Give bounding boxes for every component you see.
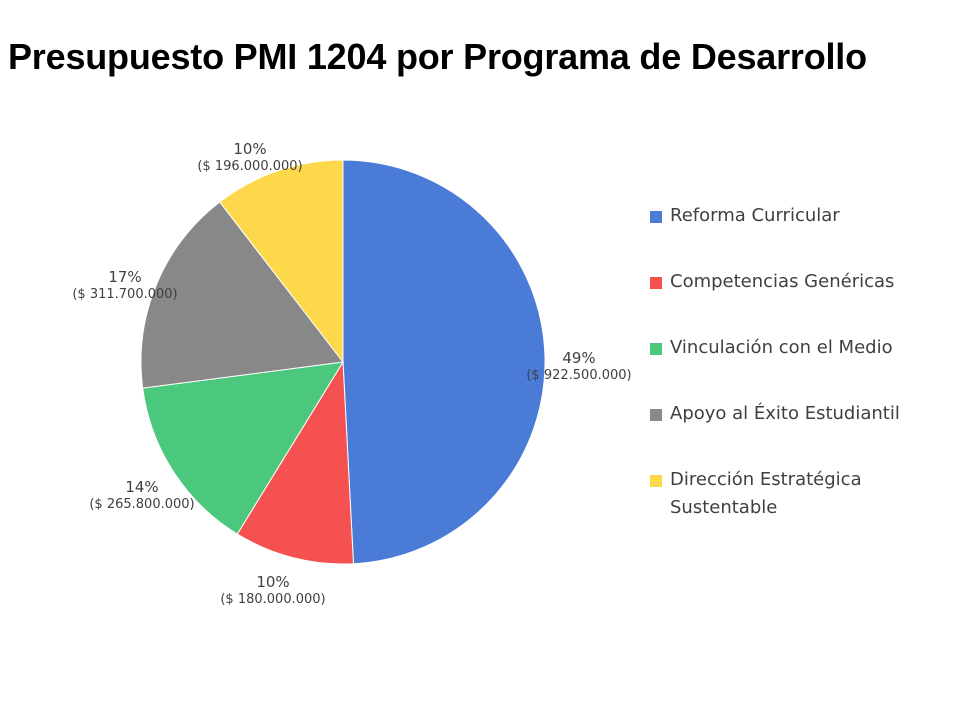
amount-label: ($ 265.800.000): [89, 497, 195, 512]
chart-title: Presupuesto PMI 1204 por Programa de Des…: [8, 36, 867, 77]
pie-slice-direccion-estrategica: [219, 159, 344, 364]
legend-label: Reforma Curricular: [670, 205, 840, 226]
data-label-apoyo-exito-estudiantil: 17% ($ 311.700.000): [63, 268, 187, 304]
pie-slice-vinculacion-con-el-medio: [142, 361, 344, 535]
data-label-vinculacion-con-el-medio: 14% ($ 265.800.000): [80, 478, 204, 514]
percent-label: 49%: [562, 349, 596, 367]
percent-label: 17%: [108, 268, 142, 286]
pie-slice-apoyo-exito-estudiantil: [140, 201, 344, 389]
legend-item-vinculacion-con-el-medio: Vinculación con el Medio: [650, 334, 950, 400]
legend-swatch: [650, 343, 662, 355]
amount-label: ($ 180.000.000): [220, 592, 326, 607]
data-label-direccion-estrategica: 10% ($ 196.000.000): [188, 140, 312, 176]
legend-label: Competencias Genéricas: [670, 271, 895, 292]
data-label-reforma-curricular: 49% ($ 922.500.000): [519, 349, 639, 385]
percent-label: 14%: [125, 478, 159, 496]
legend-swatch: [650, 277, 662, 289]
amount-label: ($ 922.500.000): [526, 368, 632, 383]
legend-item-direccion-estrategica: Dirección Estratégica Sustentable: [650, 466, 950, 532]
chart-legend: Reforma Curricular Competencias Genérica…: [650, 202, 950, 532]
legend-swatch: [650, 211, 662, 223]
legend-item-reforma-curricular: Reforma Curricular: [650, 202, 950, 268]
data-label-competencias-genericas: 10% ($ 180.000.000): [211, 573, 335, 609]
legend-label: Dirección Estratégica Sustentable: [670, 469, 862, 518]
amount-label: ($ 196.000.000): [197, 159, 303, 174]
pie-slice-reforma-curricular: [342, 159, 546, 565]
legend-label: Vinculación con el Medio: [670, 337, 893, 358]
pie-slice-competencias-genericas: [236, 360, 355, 565]
legend-item-competencias-genericas: Competencias Genéricas: [650, 268, 950, 334]
legend-swatch: [650, 475, 662, 487]
legend-label: Apoyo al Éxito Estudiantil: [670, 403, 900, 424]
percent-label: 10%: [256, 573, 290, 591]
amount-label: ($ 311.700.000): [72, 287, 178, 302]
legend-swatch: [650, 409, 662, 421]
percent-label: 10%: [233, 140, 267, 158]
legend-item-apoyo-exito-estudiantil: Apoyo al Éxito Estudiantil: [650, 400, 950, 466]
